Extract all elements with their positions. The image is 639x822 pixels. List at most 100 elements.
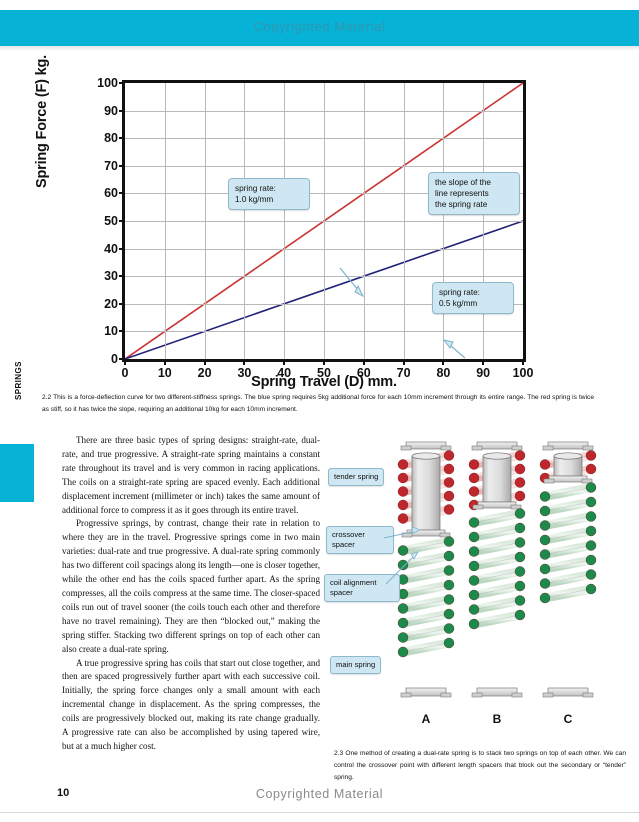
chart-x-tick-mark: [362, 359, 365, 365]
main-spring-coil: [397, 637, 455, 658]
header-shadow: [0, 46, 639, 51]
figure-2-3-caption: 2.3 One method of creating a dual-rate s…: [334, 750, 626, 782]
chart-y-tick-label: 30: [104, 269, 118, 284]
chart-y-tick-label: 50: [104, 214, 118, 228]
chart-y-tick-mark: [119, 82, 125, 84]
chart-gridline-horizontal: [125, 303, 523, 305]
chart-gridline-horizontal: [125, 193, 523, 195]
chart-x-tick-mark: [124, 359, 126, 365]
chart-y-tick-mark: [119, 275, 125, 278]
chart-x-tick-mark: [283, 359, 286, 365]
crossover-spacer: [411, 452, 441, 531]
main-spring-coil: [539, 554, 597, 575]
chart-y-tick-mark: [119, 247, 125, 250]
bottom-mount-plate: [542, 687, 594, 698]
chart-x-tick-label: 100: [512, 366, 534, 380]
chart-x-tick-mark: [442, 359, 445, 365]
top-mount-plate: [400, 441, 452, 451]
main-spring-coil: [397, 594, 455, 614]
main-spring-coil: [539, 525, 597, 546]
main-spring-coil: [539, 511, 597, 531]
body-paragraph: There are three basic types of spring de…: [62, 435, 320, 515]
main-spring-coil: [397, 608, 455, 629]
main-spring-coil: [468, 537, 526, 557]
chart-y-tick-label: 90: [104, 103, 118, 118]
body-paragraph: A true progressive spring has coils that…: [62, 657, 320, 751]
chapter-tab-label: SPRINGS: [14, 361, 23, 400]
chart-x-tick-label: 90: [476, 366, 491, 380]
chart-gridline-horizontal: [125, 138, 523, 140]
chart-x-tick-label: 20: [197, 366, 212, 380]
main-spring-coil: [468, 522, 526, 543]
chart-x-tick-mark: [163, 359, 166, 365]
main-spring-coil: [397, 623, 455, 643]
spring-stack-illustration: [397, 441, 597, 698]
chart-y-tick-label: 60: [104, 186, 118, 201]
chapter-tab-block: [0, 444, 34, 502]
chart-y-tick-mark: [119, 220, 125, 222]
chart-gridline-horizontal: [125, 331, 523, 333]
figure-2-2-caption: 2.2 This is a force-deflection curve for…: [42, 394, 594, 414]
chart-annotation-slope-note: the slope of the line represents the spr…: [428, 172, 520, 216]
chart-x-tick-label: 60: [356, 366, 371, 380]
main-spring-coil: [468, 609, 526, 630]
chart-x-tick-mark: [203, 359, 206, 365]
main-spring-coil: [468, 551, 526, 572]
chart-gridline-horizontal: [125, 110, 523, 112]
chart-gridline-horizontal: [125, 248, 523, 250]
chart-x-tick-label: 70: [396, 366, 411, 380]
main-spring-coil: [468, 566, 526, 586]
main-spring-coil: [539, 540, 597, 560]
chart-y-tick-label: 100: [97, 76, 118, 90]
chart-x-tick-mark: [323, 359, 325, 365]
label-coil-alignment-spacer: coil alignment spacer: [324, 574, 400, 602]
chart-x-tick-label: 50: [317, 366, 331, 380]
bottom-mount-plate: [400, 687, 452, 698]
chart-plot-area: 0 10 20 30 40 50 60 70 80 90 100 0 10 20 30 40 50 60 70 80 9…: [97, 76, 533, 380]
crossover-spacer: [553, 452, 583, 477]
chart-y-tick-mark: [119, 192, 125, 195]
main-spring-coil: [397, 565, 455, 585]
chart-x-tick-mark: [243, 359, 246, 365]
chart-x-tick-mark: [482, 359, 485, 365]
header-watermark: Copyrighted Material: [253, 19, 386, 34]
chart-annotation-blue-rate: spring rate: 0.5 kg/mm: [432, 282, 514, 315]
header-band: Copyrighted Material: [0, 10, 639, 46]
chart-y-tick-label: 10: [104, 324, 118, 339]
body-paragraph: Progressive springs, by contrast, change…: [62, 518, 320, 654]
main-spring-coil: [539, 583, 597, 604]
top-mount-plate: [542, 441, 594, 451]
chart-x-tick-label: 30: [237, 366, 252, 380]
chart-gridline-horizontal: [125, 165, 523, 167]
chart-x-tick-mark: [522, 359, 524, 365]
spring-column-B: [468, 441, 526, 698]
chart-y-tick-mark: [119, 109, 125, 112]
chart-x-tick-label: 10: [157, 366, 172, 380]
main-spring-coil: [397, 550, 455, 571]
chart-y-tick-mark: [119, 164, 125, 167]
main-spring-coil: [539, 482, 597, 502]
chart-leader-lines: [339, 267, 466, 359]
figure-column-label-c: C: [563, 712, 573, 726]
chart-y-tick-label: 20: [104, 296, 118, 311]
main-spring-coil: [539, 496, 597, 517]
main-spring-coil: [539, 569, 597, 589]
chart-y-tick-label: 70: [104, 158, 118, 173]
main-spring-coil: [468, 508, 526, 528]
label-main-spring: main spring: [330, 656, 382, 674]
chart-gridline-horizontal: [125, 221, 523, 222]
chart-x-tick-label: 80: [436, 366, 451, 380]
chart-x-axis-title: Spring Travel (D) mm.: [251, 374, 397, 390]
figure-column-label-a: A: [421, 712, 431, 726]
chart-y-tick-mark: [119, 137, 125, 140]
footer-watermark: Copyrighted Material: [255, 787, 384, 801]
page-number: 10: [57, 787, 70, 799]
chart-y-tick-label: 40: [104, 241, 118, 256]
label-tender-spring: tender spring: [328, 468, 385, 486]
chart-x-tick-label: 40: [277, 366, 292, 380]
label-crossover-spacer: crossover spacer: [326, 526, 394, 554]
body-text-column: There are three basic types of spring de…: [62, 434, 320, 754]
chart-y-tick-mark: [119, 330, 125, 333]
main-spring-coil: [468, 580, 526, 601]
